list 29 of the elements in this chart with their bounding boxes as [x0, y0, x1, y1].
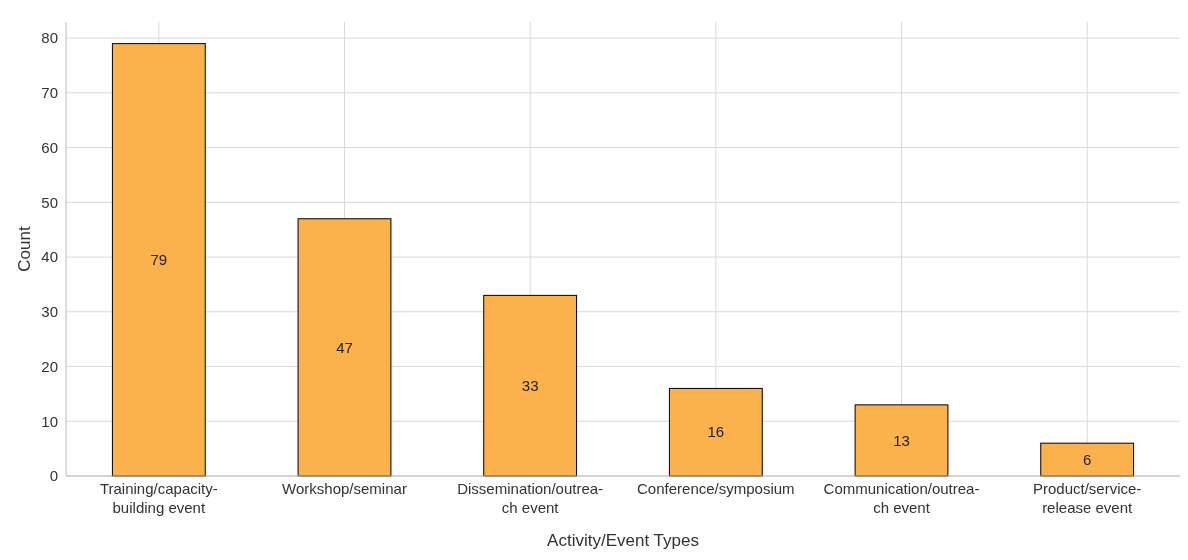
data-label: 6 [1082, 450, 1092, 468]
bar [111, 43, 206, 477]
data-label: 79 [150, 251, 168, 269]
y-tick-label: 30 [41, 303, 58, 321]
x-tick-label: Conference/symposium [637, 480, 795, 497]
y-tick-label: 0 [49, 467, 58, 485]
data-label: 13 [893, 431, 910, 449]
x-tick-label: Training/capacity- building event [99, 480, 218, 516]
bar [297, 218, 392, 477]
y-tick-label: 20 [41, 357, 58, 375]
y-tick-label: 60 [41, 138, 58, 156]
data-label: 47 [336, 338, 353, 356]
y-axis-title: Count [15, 226, 34, 272]
x-axis-title: Activity/Event Types [547, 531, 699, 550]
data-label: 16 [707, 423, 725, 441]
x-tick-label: Dissemination/outrea- ch event [457, 480, 604, 516]
y-tick-label: 80 [41, 29, 58, 47]
y-tick-label: 10 [41, 412, 58, 430]
data-label: 33 [521, 376, 539, 394]
bar [854, 404, 949, 477]
x-tick-label: Communication/outrea- ch event [823, 480, 980, 516]
x-tick-label: Workshop/seminar [282, 480, 407, 497]
x-tick-label: Product/service- release event [1032, 480, 1142, 516]
bar [1040, 442, 1135, 477]
bar [668, 387, 763, 477]
y-tick-label: 70 [41, 84, 58, 102]
y-tick-label: 50 [41, 193, 58, 211]
bar [483, 294, 578, 477]
y-tick-label: 40 [41, 248, 58, 266]
